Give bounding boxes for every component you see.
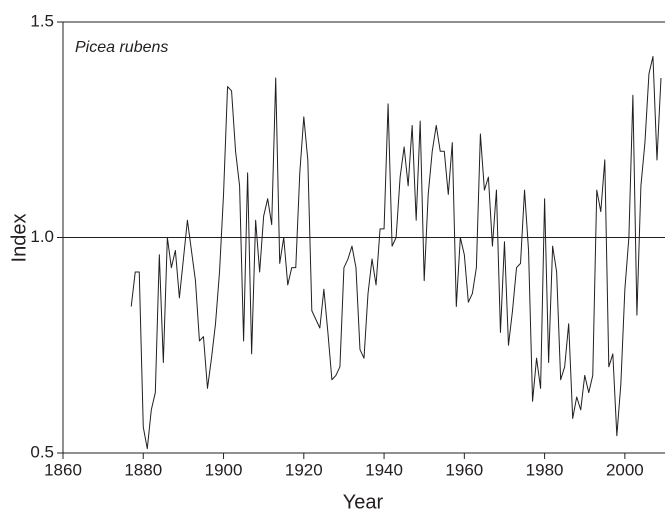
y-tick-label: 1.5 (30, 11, 54, 30)
x-axis-title: Year (343, 491, 384, 513)
y-axis-title: Index (8, 214, 30, 263)
x-tick-label: 1880 (124, 460, 162, 479)
x-tick-label: 1900 (205, 460, 243, 479)
x-tick-label: 1960 (445, 460, 483, 479)
x-tick-label: 2000 (606, 460, 644, 479)
x-tick-label: 1940 (365, 460, 403, 479)
y-tick-label: 0.5 (30, 442, 54, 461)
y-tick-label: 1.0 (30, 227, 54, 246)
annotation: Picea rubens (75, 39, 168, 56)
x-tick-label: 1920 (285, 460, 323, 479)
data-line (130, 55, 662, 450)
x-tick-label: 1980 (526, 460, 564, 479)
x-tick-label: 1860 (44, 460, 82, 479)
